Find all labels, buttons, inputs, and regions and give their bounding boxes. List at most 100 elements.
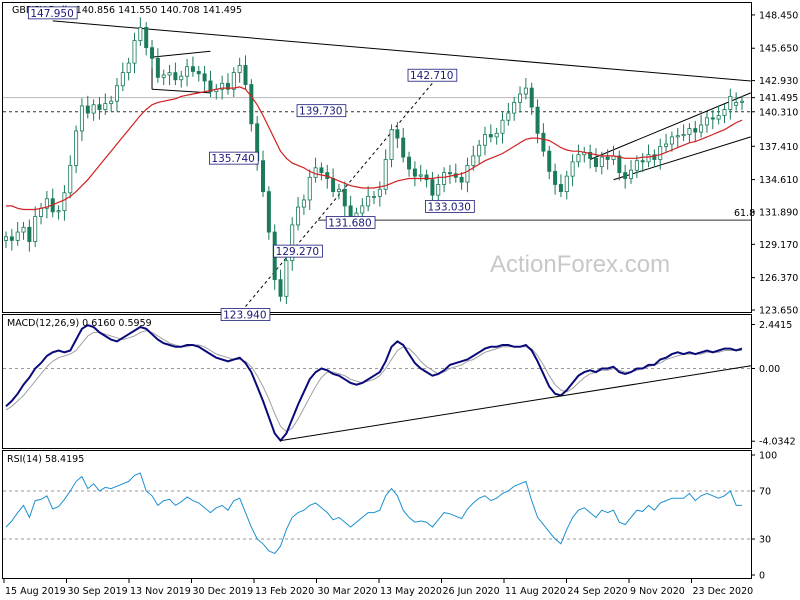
date-tick-label: 24 Sep 2020 — [568, 586, 628, 597]
candle-body — [79, 105, 84, 132]
candle-body — [278, 279, 283, 297]
candle-body — [237, 65, 242, 74]
candle-body — [261, 160, 266, 193]
candle-body — [675, 135, 680, 138]
macd-signal-line — [5, 330, 742, 433]
candle-body — [167, 72, 172, 76]
candle-body — [693, 128, 698, 133]
price-panel-frame — [2, 2, 752, 313]
macd-tick-label: 2.4415 — [759, 320, 792, 331]
candle-body — [179, 75, 184, 81]
annotation-box — [325, 216, 376, 229]
candle-body — [266, 191, 271, 233]
candle-body — [646, 154, 651, 163]
macd-axis: 2.4415 0.00 -4.0342 — [751, 320, 796, 448]
candle-body — [360, 205, 365, 214]
candle-body — [150, 47, 155, 59]
candle-body — [231, 72, 236, 90]
candle-body — [436, 184, 441, 196]
price-tag-bg — [755, 91, 799, 104]
annotation-label: 129.270 — [276, 246, 319, 258]
candle-body — [15, 231, 20, 241]
date-tick-label: 13 Feb 2020 — [255, 586, 314, 597]
channel-upper-line — [589, 92, 751, 160]
candle-body — [658, 145, 663, 160]
fib-level-label: 61.8 — [734, 208, 755, 219]
annotation-label: 133.030 — [428, 201, 471, 213]
date-tick-label: 30 Mar 2020 — [318, 586, 378, 597]
price-tick-label: 129.170 — [759, 240, 798, 251]
macd-tick-label: 0.00 — [759, 364, 780, 375]
candle-body — [68, 165, 73, 194]
candle-body — [401, 137, 406, 158]
candle-body — [459, 176, 464, 183]
candle-body — [395, 129, 400, 139]
candle-body — [629, 169, 634, 179]
candle-body — [710, 117, 715, 120]
candle-body — [535, 106, 540, 134]
candle-body — [699, 124, 704, 133]
candle-body — [424, 174, 429, 181]
candle-body — [740, 100, 744, 103]
candle-body — [284, 260, 289, 297]
candle-body — [465, 165, 470, 183]
macd-series — [3, 324, 752, 443]
macd-tick-label: -4.0342 — [759, 437, 796, 448]
candle-body — [704, 117, 709, 126]
candle-body — [599, 156, 604, 168]
candle-body — [97, 104, 102, 110]
candle-body — [518, 93, 523, 103]
annotation-box — [27, 6, 78, 20]
price-tick-label: 145.650 — [759, 44, 798, 55]
candle-body — [301, 199, 306, 208]
moving-average — [6, 86, 743, 211]
candle-body — [62, 192, 67, 212]
rsi-line — [5, 472, 742, 555]
candle-body — [564, 175, 569, 193]
candle-body — [716, 115, 721, 120]
candle-body — [728, 96, 733, 110]
candle-body — [482, 134, 487, 146]
rsi-tick-label: 30 — [759, 535, 771, 546]
annotation-label: 142.710 — [410, 70, 453, 82]
candle-body — [185, 66, 190, 77]
candle-body — [547, 150, 552, 172]
candle-body — [331, 178, 336, 193]
macd-panel-frame — [2, 314, 752, 449]
price-tick-label: 134.610 — [759, 175, 798, 186]
candle-body — [109, 100, 114, 104]
candle-body — [605, 156, 610, 160]
candle-body — [85, 105, 90, 114]
macd-panel-header: MACD(12,26,9) 0.6160 0.5959 — [7, 318, 152, 329]
price-tick-label: 141.495 — [759, 93, 798, 104]
descending-trendline — [52, 20, 751, 82]
candle-body — [120, 72, 125, 87]
annotation-label: 131.680 — [328, 217, 371, 229]
rsi-series — [3, 472, 751, 555]
candle-body — [372, 195, 376, 198]
candle-body — [56, 210, 61, 213]
rsi-tick-label: 0 — [759, 571, 765, 582]
candle-body — [477, 144, 482, 157]
candle-body — [500, 119, 505, 134]
annotation-box — [425, 199, 475, 213]
candle-body — [21, 226, 26, 233]
rsi-panel-frame — [2, 450, 752, 579]
price-panel-header: GBPJPY,Daily 140.856 141.550 140.708 141… — [12, 5, 242, 16]
macd-trendline — [280, 365, 752, 442]
candle-body — [634, 160, 639, 171]
price-axis: 148.450 145.650 142.930 141.495 140.310 137.4… — [751, 10, 799, 317]
candle-body — [389, 129, 394, 160]
candle-body — [512, 101, 517, 114]
price-tick-label: 123.650 — [759, 306, 798, 317]
candle-body — [103, 103, 108, 110]
price-tick-label: 126.370 — [759, 273, 798, 284]
date-tick-label: 15 Aug 2019 — [5, 586, 66, 597]
candle-body — [9, 236, 14, 241]
candle-body — [576, 154, 581, 163]
candle-body — [319, 167, 324, 173]
ma-line — [6, 86, 743, 211]
candle-body — [342, 188, 347, 207]
